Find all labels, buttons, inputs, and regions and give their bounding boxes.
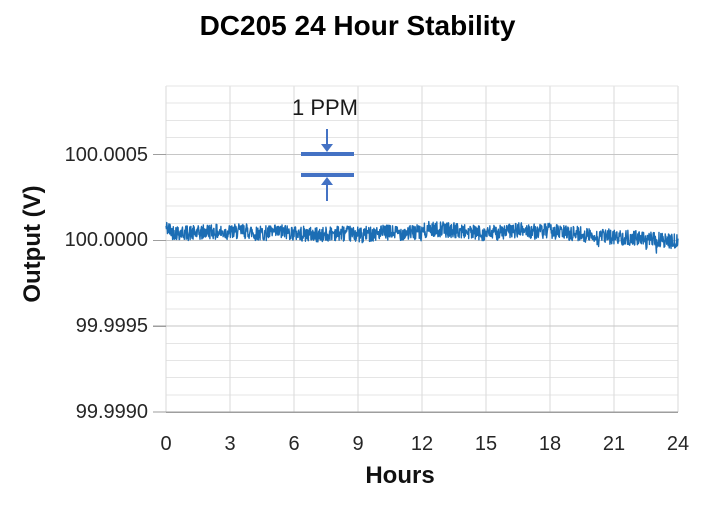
ppm-lower-bar [301,173,354,177]
plot-area [153,85,679,413]
x-tick-label: 12 [410,433,434,455]
y-tick-label: 100.0005 [64,143,148,166]
x-axis-title: Hours [365,462,435,489]
x-tick-label: 6 [288,433,300,455]
x-tick-label: 15 [474,433,498,455]
ppm-up-arrow-icon [321,177,333,185]
ppm-down-arrow-stem [326,129,328,145]
x-tick-label: 3 [224,433,236,455]
ppm-down-arrow-icon [321,144,333,152]
ppm-up-arrow-stem [326,185,328,201]
chart-title: DC205 24 Hour Stability [199,10,516,41]
output-voltage-line [165,220,679,254]
y-tick-label: 99.9990 [75,401,148,423]
x-tick-label: 9 [352,433,364,455]
ppm-annotation-label: 1 PPM [291,95,359,120]
x-tick-label: 21 [602,433,626,455]
x-tick-label: 0 [160,433,172,455]
x-tick-label: 24 [666,433,690,455]
ppm-upper-bar [301,152,354,156]
x-tick-label: 18 [538,433,562,455]
y-tick-label: 99.9995 [75,315,148,338]
y-tick-label: 100.0000 [64,229,148,252]
